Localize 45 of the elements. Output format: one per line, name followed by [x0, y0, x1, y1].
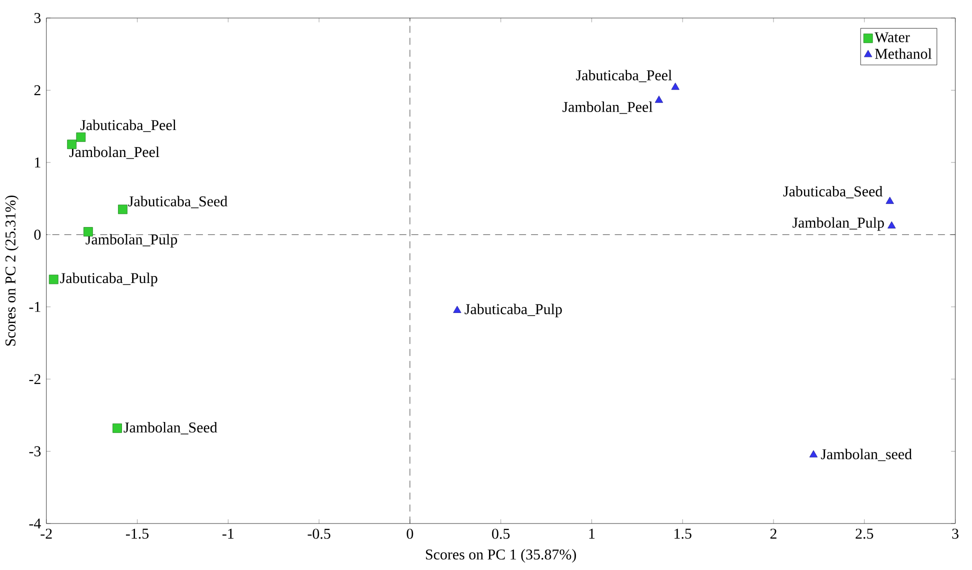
x-axis-title: Scores on PC 1 (35.87%): [426, 549, 576, 563]
point: [453, 306, 462, 314]
x-tick-label: -0.5: [308, 528, 330, 540]
annotation: Jabuticaba_Seed: [128, 196, 228, 208]
annotation: Jambolan_Peel: [69, 146, 160, 160]
annotation: Jambolan_Seed: [124, 422, 218, 435]
point: [886, 196, 894, 204]
y-tick-label: 2: [34, 85, 40, 96]
x-tick-label: 0.5: [492, 528, 510, 540]
y-tick-label: 0: [34, 230, 41, 240]
y-tick-label: -2: [29, 374, 40, 384]
x-tick-label: 1: [589, 528, 595, 539]
y-tick-label: 1: [35, 158, 40, 168]
y-tick-label: -1: [29, 302, 40, 312]
x-tick-label: 2.5: [856, 528, 874, 540]
annotation: Jabuticaba_Seed: [783, 186, 882, 198]
x-tick-label: 1.5: [674, 528, 692, 539]
point: [809, 450, 818, 458]
x-tick-label: 2: [770, 528, 776, 539]
x-tick-label: -1: [222, 528, 234, 539]
y-tick-label: 3: [34, 13, 41, 24]
x-tick-label: -1.5: [126, 528, 149, 539]
annotation: Jabuticaba_Pulp: [464, 304, 562, 318]
y-tick-label: -4: [29, 518, 41, 529]
point: [654, 96, 664, 103]
annotation: Jabuticaba_Peel: [576, 70, 672, 82]
annotation: Jambolan_Pulp: [792, 217, 884, 231]
y-axis-title: Scores on PC 2 (25.31%): [4, 196, 19, 346]
x-tick-label: 3: [952, 528, 958, 539]
point: [888, 222, 896, 229]
point: [118, 204, 128, 214]
point: [112, 424, 122, 434]
legend-label: Water: [874, 32, 910, 43]
annotation: Jabuticaba_Pulp: [60, 272, 158, 286]
annotation: Jabuticaba_Peel: [80, 120, 176, 132]
point: [76, 132, 86, 142]
point: [48, 274, 58, 284]
x-tick-label: -2: [40, 528, 52, 539]
annotation: Jambolan_Peel: [562, 102, 652, 114]
legend-label: Methanol: [875, 48, 932, 60]
point: [671, 82, 680, 90]
annotation: Jambolan_Pulp: [86, 234, 178, 248]
annotation: Jambolan_seed: [820, 448, 912, 462]
y-tick-label: -3: [29, 446, 41, 457]
x-tick-label: 0: [406, 528, 414, 539]
